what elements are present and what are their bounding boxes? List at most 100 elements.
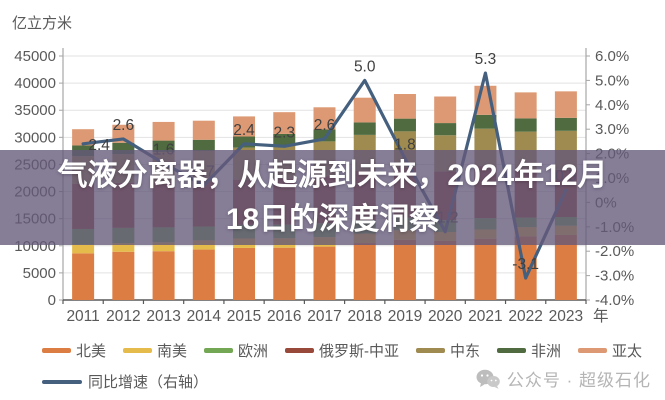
bar-segment-2018-北美	[353, 243, 376, 300]
bar-segment-2022-亚太	[514, 92, 537, 119]
legend-swatch	[204, 348, 233, 353]
bar-segment-2023-北美	[554, 234, 577, 300]
x-axis-year-label: 2021	[468, 308, 502, 325]
bar-segment-2023-亚太	[554, 91, 577, 118]
watermark: 公众号 · 超级石化	[476, 366, 651, 391]
bar-segment-2015-北美	[233, 247, 256, 300]
x-axis-year-label: 2016	[267, 308, 301, 325]
x-axis-year-label: 2019	[388, 308, 422, 325]
x-axis-year-label: 2013	[146, 308, 180, 325]
left-axis-tick-label: 35000	[14, 102, 56, 119]
x-axis-year-label: 2015	[227, 308, 261, 325]
bar-segment-2013-非洲	[152, 140, 175, 152]
bar-segment-2011-南美	[72, 244, 95, 254]
left-axis-tick-label: 0	[48, 292, 56, 309]
legend-label: 北美	[76, 343, 107, 360]
x-axis-unit-suffix: 年	[593, 307, 609, 325]
right-axis-tick-label: -4.0%	[595, 292, 634, 309]
legend-label: 非洲	[530, 343, 561, 360]
bar-segment-2016-非洲	[273, 133, 296, 146]
line-data-label-2012: 2.6	[113, 117, 135, 134]
legend-item-欧洲: 欧洲	[204, 340, 268, 361]
bar-segment-2020-亚太	[434, 96, 457, 124]
bar-segment-2012-北美	[112, 251, 135, 300]
line-data-label-2021: 5.3	[475, 51, 497, 68]
bar-segment-2015-亚太	[233, 116, 256, 137]
legend-item-北美: 北美	[42, 340, 106, 361]
x-axis-year-label: 2018	[347, 308, 381, 325]
bar-segment-2011-亚太	[72, 129, 95, 146]
bar-segment-2011-北美	[72, 253, 95, 300]
x-axis-year-label: 2011	[66, 308, 99, 325]
bar-segment-2016-亚太	[273, 112, 296, 134]
wechat-icon	[476, 369, 500, 389]
left-axis-tick-label: 5000	[23, 265, 56, 282]
legend-row-regions: 北美 南美 欧洲 俄罗斯-中亚 中东 非洲 亚太	[42, 340, 642, 361]
left-axis-tick-label: 45000	[14, 48, 56, 65]
legend-label: 欧洲	[238, 343, 269, 360]
right-axis-tick-label: -3.0%	[595, 268, 634, 285]
x-axis-year-label: 2014	[187, 308, 222, 325]
overlay-title-line-1: 气液分离器，从起源到未来，2024年12月	[57, 158, 608, 192]
legend-item-非洲: 非洲	[496, 340, 561, 361]
line-data-label-2015: 2.4	[233, 122, 255, 139]
bar-segment-2014-亚太	[192, 120, 215, 140]
x-axis-year-label: 2023	[549, 308, 583, 325]
right-axis-tick-label: -2.0%	[595, 243, 634, 260]
bar-segment-2018-非洲	[353, 122, 376, 135]
x-axis-year-label: 2020	[428, 308, 463, 325]
legend-swatch	[42, 348, 71, 353]
legend-label: 南美	[157, 343, 188, 360]
line-data-label-2017: 2.6	[314, 117, 336, 134]
right-axis-tick-label: 3.0%	[595, 121, 629, 138]
legend-label-growth-line: 同比增速（右轴）	[88, 374, 209, 391]
bar-segment-2020-北美	[434, 240, 457, 300]
legend-swatch-growth-line	[42, 379, 82, 384]
bar-segment-2021-北美	[474, 238, 497, 300]
left-axis-tick-label: 40000	[14, 75, 56, 92]
legend-label: 俄罗斯-中亚	[319, 343, 399, 360]
right-axis-tick-label: 4.0%	[595, 97, 629, 114]
bar-segment-2019-北美	[393, 239, 416, 300]
bar-segment-2012-非洲	[112, 142, 135, 155]
line-data-label-2019: 1.8	[394, 136, 416, 153]
legend-item-南美: 南美	[123, 340, 187, 361]
legend-item-俄罗斯-中亚: 俄罗斯-中亚	[285, 340, 399, 361]
overlay-title-line-2: 18日的深度洞察	[225, 202, 440, 236]
bar-segment-2016-北美	[273, 247, 296, 300]
bar-segment-2017-亚太	[313, 107, 336, 130]
legend-row-growth: 同比增速（右轴）	[42, 371, 208, 392]
bar-segment-2021-非洲	[474, 114, 497, 129]
bar-segment-2012-南美	[112, 243, 135, 252]
legend-swatch	[285, 348, 314, 353]
title-overlay-banner: 气液分离器，从起源到未来，2024年12月 18日的深度洞察	[0, 150, 665, 245]
bar-segment-2019-亚太	[393, 94, 416, 119]
legend-label: 亚太	[611, 343, 642, 360]
bar-segment-2014-北美	[192, 249, 215, 300]
right-axis-tick-label: 6.0%	[595, 48, 629, 65]
bar-segment-2013-亚太	[152, 121, 175, 141]
left-axis-unit-label: 亿立方米	[12, 15, 73, 32]
bar-segment-2013-北美	[152, 251, 175, 300]
bar-segment-2022-非洲	[514, 118, 537, 132]
watermark-text: 公众号 · 超级石化	[506, 371, 651, 390]
legend-swatch	[496, 348, 526, 353]
x-axis-year-label: 2022	[508, 308, 542, 325]
bar-segment-2018-亚太	[353, 97, 376, 123]
line-data-label-2016: 2.3	[273, 124, 295, 141]
line-data-label-2011: 2.4	[88, 137, 110, 154]
legend-swatch	[577, 348, 607, 353]
legend-swatch	[123, 348, 152, 353]
x-axis-year-label: 2017	[307, 308, 341, 325]
bar-segment-2014-非洲	[192, 139, 215, 151]
x-axis-year-label: 2012	[106, 308, 140, 325]
right-axis-tick-label: 5.0%	[595, 72, 629, 89]
bar-segment-2023-非洲	[554, 117, 577, 131]
bar-segment-2015-非洲	[233, 136, 256, 148]
line-data-label-2018: 5.0	[354, 58, 376, 75]
bar-segment-2017-非洲	[313, 129, 336, 142]
left-axis-tick-label: 30000	[14, 129, 56, 146]
bar-segment-2019-非洲	[393, 118, 416, 132]
legend-item-中东: 中东	[415, 340, 480, 361]
